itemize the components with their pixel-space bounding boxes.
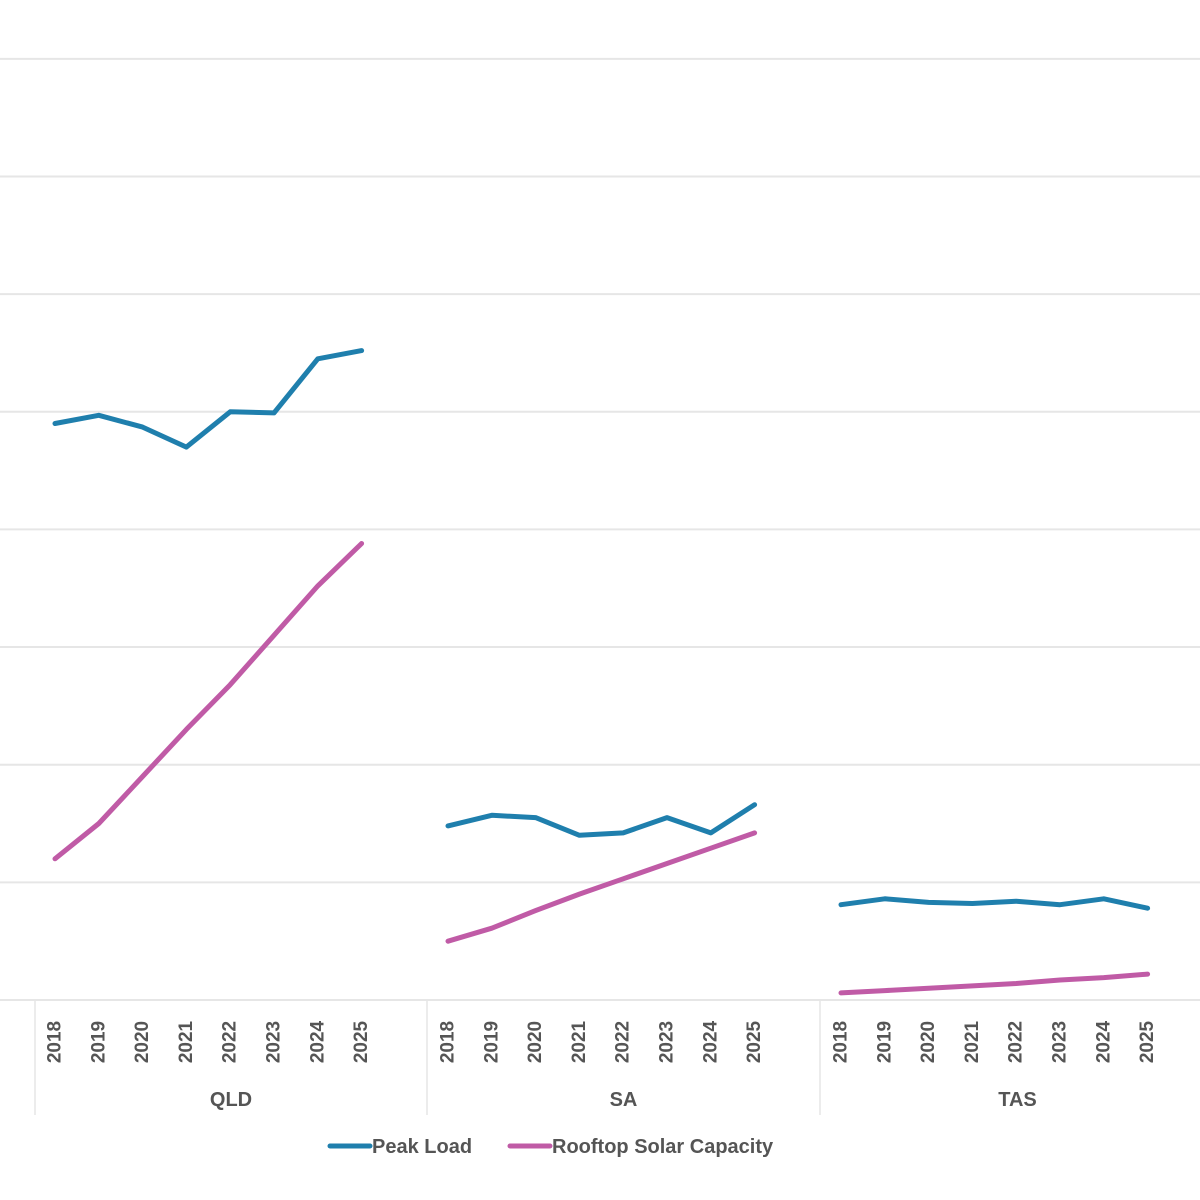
legend: Peak Load Rooftop Solar Capacity — [327, 1136, 774, 1158]
x-tick-label: 2020 — [132, 1021, 153, 1063]
series-lines — [52, 348, 1151, 996]
x-tick-label: 2021 — [962, 1020, 983, 1063]
x-tick-label: 2020 — [525, 1021, 546, 1063]
series-line-sa-rooftop-solar — [445, 830, 758, 944]
series-line-qld-rooftop-solar — [52, 541, 365, 862]
x-tick-label: 2020 — [918, 1021, 939, 1063]
x-tick-label: 2021 — [569, 1020, 590, 1063]
group-label-qld: QLD — [210, 1089, 252, 1111]
x-tick-label: 2024 — [700, 1020, 721, 1063]
x-tick-labels: 2018 2019 2020 2021 2022 2023 2024 2025 2018 2019… — [45, 1020, 1159, 1063]
series-line-qld-peak-load — [52, 348, 365, 450]
x-tick-label: 2024 — [1093, 1020, 1114, 1063]
x-tick-label: 2022 — [220, 1021, 241, 1063]
series-line-tas-peak-load — [838, 896, 1151, 911]
x-group-labels: QLD SA TAS — [210, 1089, 1037, 1111]
x-tick-label: 2025 — [1137, 1020, 1158, 1063]
gridlines — [0, 57, 1200, 1001]
x-tick-label: 2018 — [45, 1021, 66, 1063]
x-tick-label: 2025 — [744, 1020, 765, 1063]
x-tick-label: 2019 — [481, 1021, 502, 1063]
x-tick-label: 2018 — [438, 1021, 459, 1063]
x-tick-label: 2025 — [351, 1020, 372, 1063]
x-tick-label: 2018 — [831, 1021, 852, 1063]
x-tick-label: 2021 — [176, 1020, 197, 1063]
group-separators — [34, 1000, 821, 1115]
x-tick-label: 2022 — [1006, 1021, 1027, 1063]
x-tick-label: 2023 — [1050, 1021, 1071, 1063]
x-tick-label: 2019 — [88, 1021, 109, 1063]
group-label-tas: TAS — [998, 1089, 1037, 1111]
x-tick-label: 2019 — [874, 1021, 895, 1063]
series-line-tas-rooftop-solar — [838, 971, 1151, 996]
x-tick-label: 2022 — [613, 1021, 634, 1063]
series-line-sa-peak-load — [445, 802, 758, 838]
x-tick-label: 2023 — [657, 1021, 678, 1063]
legend-label: Rooftop Solar Capacity — [552, 1136, 774, 1158]
x-tick-label: 2023 — [264, 1021, 285, 1063]
legend-label: Peak Load — [372, 1136, 472, 1158]
x-tick-label: 2024 — [307, 1020, 328, 1063]
group-label-sa: SA — [610, 1089, 638, 1111]
